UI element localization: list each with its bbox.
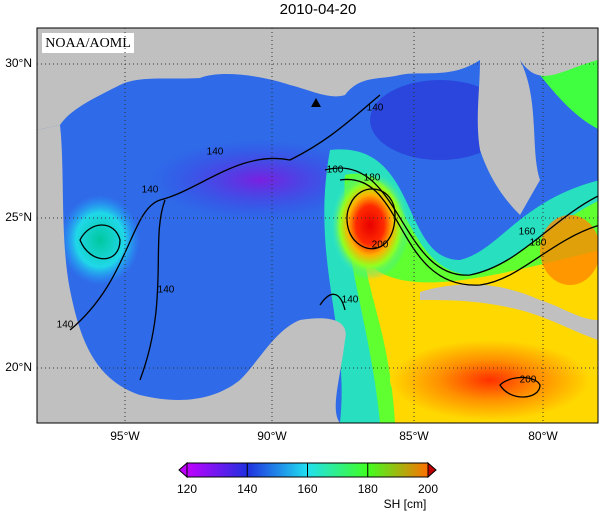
lon-label: 85°W bbox=[399, 429, 429, 443]
colorbar-arrow bbox=[178, 461, 188, 479]
lon-label: 95°W bbox=[110, 429, 140, 443]
shade bbox=[370, 80, 510, 160]
colorbar-segment bbox=[367, 463, 428, 477]
lat-label: 20°N bbox=[5, 360, 32, 374]
land bbox=[420, 284, 598, 340]
colorbar-tick-label: 160 bbox=[297, 482, 317, 496]
contour-label: 140 bbox=[158, 285, 175, 296]
colorbar-label: SH [cm] bbox=[384, 497, 427, 511]
shade bbox=[60, 195, 140, 285]
map-frame bbox=[36, 27, 599, 424]
land bbox=[37, 28, 598, 130]
colorbar-segment bbox=[187, 463, 248, 477]
colorbar-segment bbox=[307, 463, 368, 477]
credit-box bbox=[42, 33, 134, 53]
contour-label: 140 bbox=[207, 147, 224, 158]
colorbar-tick-label: 180 bbox=[358, 482, 378, 496]
credit: NOAA/AOML bbox=[45, 36, 131, 51]
colorbar-tick-label: 140 bbox=[237, 482, 257, 496]
contour-label: 140 bbox=[142, 185, 159, 196]
shade bbox=[390, 340, 590, 420]
land bbox=[37, 125, 346, 423]
contour-label: 140 bbox=[367, 103, 384, 114]
contour-label: 140 bbox=[57, 320, 74, 331]
contour-label: 180 bbox=[364, 173, 381, 184]
lat-label: 25°N bbox=[5, 210, 32, 224]
shade bbox=[540, 215, 598, 285]
contour-label: 160 bbox=[519, 227, 536, 238]
map-title: 2010-04-20 bbox=[280, 1, 357, 18]
colorbar-tick-label: 200 bbox=[418, 482, 438, 496]
lon-label: 80°W bbox=[528, 429, 558, 443]
contours bbox=[69, 94, 598, 398]
contour-label: 200 bbox=[372, 240, 389, 251]
lon-label: 90°W bbox=[257, 429, 287, 443]
map-area bbox=[37, 28, 598, 423]
shade bbox=[150, 140, 370, 220]
land bbox=[477, 60, 540, 215]
marker bbox=[311, 98, 321, 107]
contour-label: 200 bbox=[520, 375, 537, 386]
colorbar-tick-label: 120 bbox=[177, 482, 197, 496]
contour-label: 140 bbox=[342, 295, 359, 306]
contour-label: 160 bbox=[327, 165, 344, 176]
colorbar-segment bbox=[247, 463, 308, 477]
lat-label: 30°N bbox=[5, 56, 32, 70]
contour-label: 180 bbox=[530, 238, 547, 249]
colorbar-arrow bbox=[427, 461, 437, 479]
